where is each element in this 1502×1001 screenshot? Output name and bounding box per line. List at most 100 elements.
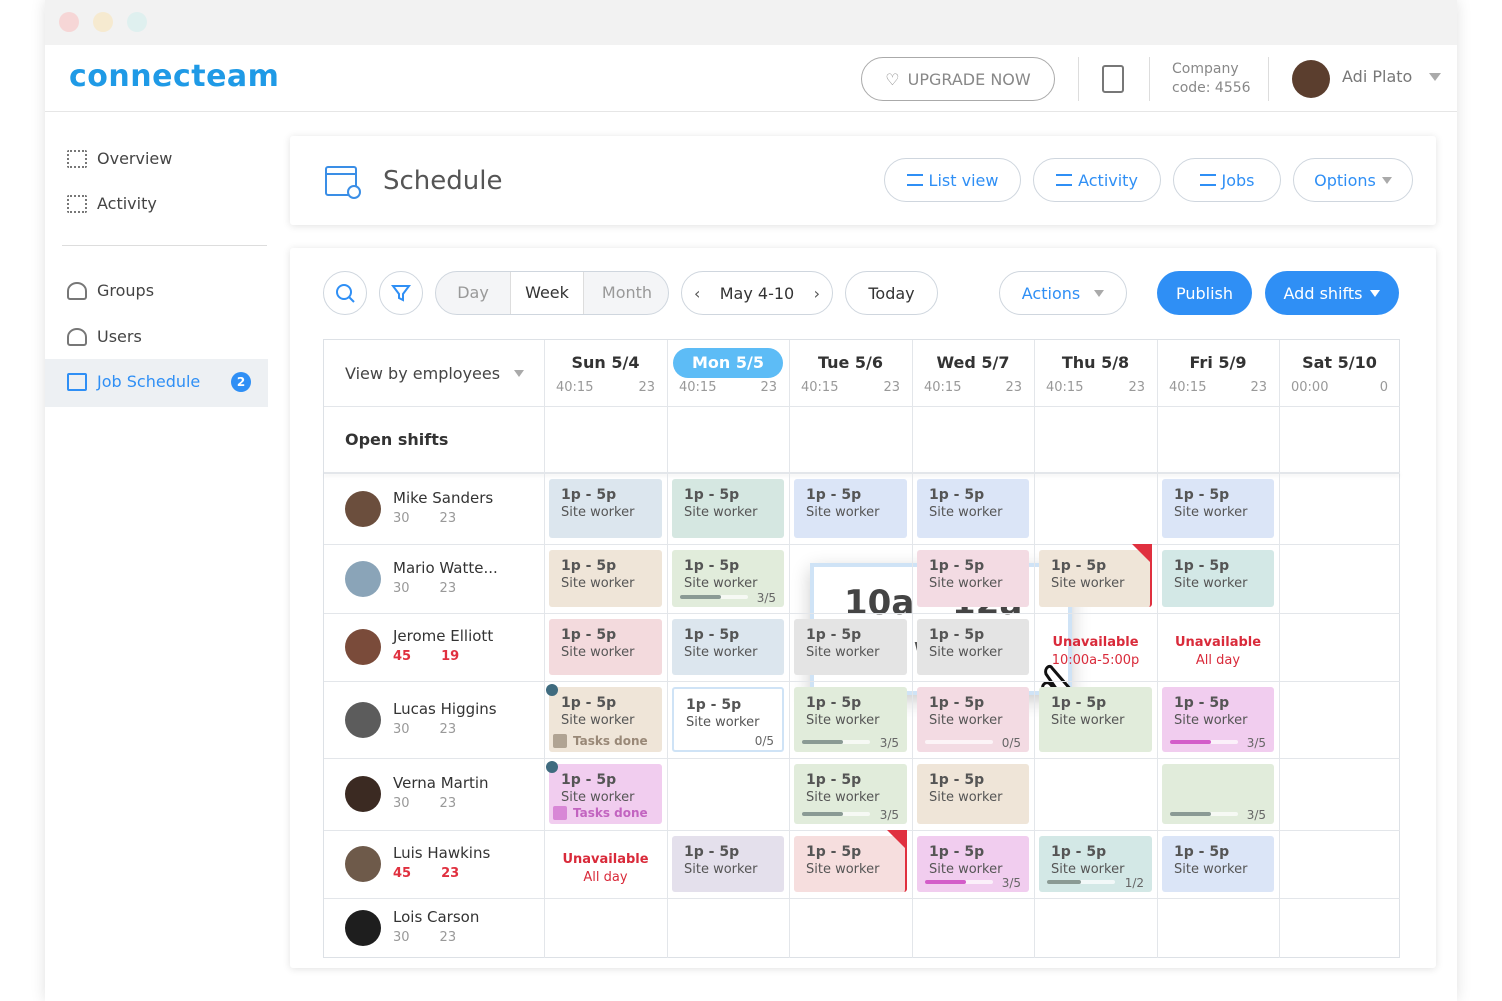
shift[interactable]: 1p - 5p Site worker 3/5 (917, 836, 1029, 892)
upgrade-button[interactable]: ♡ UPGRADE NOW (861, 57, 1055, 101)
shift-role: Site worker (929, 645, 1003, 660)
shift-role: Site worker (561, 505, 635, 520)
employee-name[interactable]: Verna Martin (393, 774, 489, 792)
cell: 1p - 5p Site worker 1/2 (1034, 830, 1157, 898)
user-avatar[interactable] (1292, 60, 1330, 98)
shift[interactable]: 1p - 5p Site worker (1162, 836, 1274, 892)
view-by[interactable]: View by employees (345, 364, 501, 383)
shift[interactable]: 1p - 5p Site worker (1162, 550, 1274, 607)
add-label: Add shifts (1283, 283, 1363, 303)
shift[interactable]: 1p - 5p Site worker (794, 619, 907, 675)
shift[interactable]: 1p - 5p Site worker (1039, 687, 1152, 752)
filter-button[interactable] (379, 271, 423, 315)
employee-name[interactable]: Luis Hawkins (393, 844, 491, 862)
shift[interactable]: 1p - 5p Site worker 3/5 (794, 687, 907, 752)
sidebar-item[interactable]: Overview (67, 149, 172, 168)
shift[interactable]: 1p - 5p Site worker (917, 764, 1029, 824)
shift[interactable]: 1p - 5p Site worker 0/5 (917, 687, 1029, 752)
day-label[interactable]: Sat 5/10 (1302, 353, 1377, 372)
day-label[interactable]: Tue 5/6 (817, 353, 884, 372)
employee-name[interactable]: Mario Watte... (393, 558, 498, 577)
employee-name[interactable]: Lois Carson (393, 908, 480, 926)
employee-shifts: 23 (439, 721, 457, 737)
shift[interactable]: 1p - 5p Site worker (917, 550, 1029, 607)
logo[interactable]: connecteam (69, 59, 280, 94)
shift[interactable]: 1p - 5p Site worker 3/5 (672, 550, 784, 607)
search-icon (336, 284, 355, 303)
shift[interactable]: 1p - 5p Site worker 0/5 (672, 687, 784, 752)
shift[interactable]: 1p - 5p Site worker (917, 479, 1029, 538)
cell: 1p - 5p Site worker 3/5 (667, 544, 789, 613)
shift[interactable]: 1p - 5p Site worker (549, 619, 662, 675)
sidebar-item[interactable]: Job Schedule (67, 372, 200, 391)
shift-time: 1p - 5p (684, 627, 740, 643)
company: Company code: 4556 (1172, 60, 1251, 98)
shift[interactable]: 1p - 5p Site worker (549, 479, 662, 538)
day-label[interactable]: Wed 5/7 (936, 353, 1010, 372)
search-button[interactable] (323, 271, 367, 315)
prev[interactable]: ‹ (694, 283, 701, 303)
employee-stats: 30 23 (393, 581, 456, 596)
employee-name[interactable]: Lucas Higgins (393, 699, 497, 718)
today-button[interactable]: Today (845, 271, 938, 315)
shift[interactable]: 3/5 (1162, 764, 1274, 824)
sidebar-label: Overview (97, 149, 173, 168)
status-dot (546, 684, 558, 696)
cell: 1p - 5p Site worker (1157, 544, 1279, 613)
user-name[interactable]: Adi Plato (1342, 67, 1413, 86)
shift[interactable]: 1p - 5p Site worker (1162, 479, 1274, 538)
row-divider (324, 898, 1400, 899)
row-divider (324, 758, 1400, 759)
shift-role: Site worker (806, 790, 880, 805)
employee-name[interactable]: Mike Sanders (393, 488, 494, 507)
view-option[interactable]: Week (510, 272, 584, 314)
day-label[interactable]: Thu 5/8 (1061, 353, 1130, 372)
day-label[interactable]: Sun 5/4 (571, 353, 640, 372)
date-range[interactable]: ‹ May 4-10 › (681, 271, 833, 315)
shift[interactable]: 1p - 5p Site worker (794, 479, 907, 538)
shift[interactable]: 1p - 5p Site worker 1/2 (1039, 836, 1152, 892)
day-label[interactable]: Fri 5/9 (1189, 353, 1247, 372)
header-button[interactable]: Activity (1033, 158, 1161, 202)
shift-time: 1p - 5p (1174, 487, 1230, 503)
day-label[interactable]: Mon 5/5 (673, 348, 783, 378)
day-hours: 00:00 (1291, 380, 1329, 395)
header-button[interactable]: Options (1293, 158, 1413, 202)
sidebar-item[interactable]: Users (67, 327, 142, 346)
check (553, 734, 567, 748)
publish-button[interactable]: Publish (1157, 271, 1252, 315)
caret (1381, 177, 1392, 189)
actions-button[interactable]: Actions (999, 271, 1127, 315)
shift[interactable]: 1p - 5p Site worker 3/5 (794, 764, 907, 824)
help-icon[interactable] (1102, 65, 1124, 93)
shift[interactable]: 1p - 5p Site worker (672, 619, 784, 675)
shift[interactable]: 1p - 5p Site worker (917, 619, 1029, 675)
view-option[interactable]: Day (457, 283, 489, 302)
day-hours: 40:15 (556, 380, 594, 395)
shift-time: 1p - 5p (929, 844, 985, 860)
shift[interactable]: 1p - 5p Site worker 3/5 (1162, 687, 1274, 752)
avatar (345, 846, 381, 882)
button-label: Jobs (1221, 170, 1255, 190)
shift[interactable]: 1p - 5p Site worker Tasks done (549, 687, 662, 752)
header-button[interactable]: List view (884, 158, 1021, 202)
tasks-done: Tasks done (553, 806, 648, 820)
header-button[interactable]: Jobs (1173, 158, 1281, 202)
button-icon (1056, 174, 1073, 186)
shift-role: Site worker (1051, 713, 1125, 728)
cell: 1p - 5p Site worker (789, 473, 912, 544)
shift[interactable]: 1p - 5p Site worker (672, 479, 784, 538)
view-option[interactable]: Month (601, 283, 653, 302)
shift-time: 1p - 5p (561, 772, 617, 788)
add-shifts-button[interactable]: Add shifts (1265, 271, 1399, 315)
shift[interactable]: 1p - 5p Site worker (549, 550, 662, 607)
col-divider (789, 340, 790, 958)
sidebar-item[interactable]: Groups (67, 281, 154, 300)
next[interactable]: › (813, 283, 820, 303)
employee-hours: 30 (393, 721, 410, 737)
shift[interactable]: 1p - 5p Site worker (672, 836, 784, 892)
tasks-label: Tasks done (573, 734, 648, 748)
shift[interactable]: 1p - 5p Site worker Tasks done (549, 764, 662, 824)
employee-name[interactable]: Jerome Elliott (393, 627, 494, 645)
sidebar-item[interactable]: Activity (67, 194, 157, 213)
